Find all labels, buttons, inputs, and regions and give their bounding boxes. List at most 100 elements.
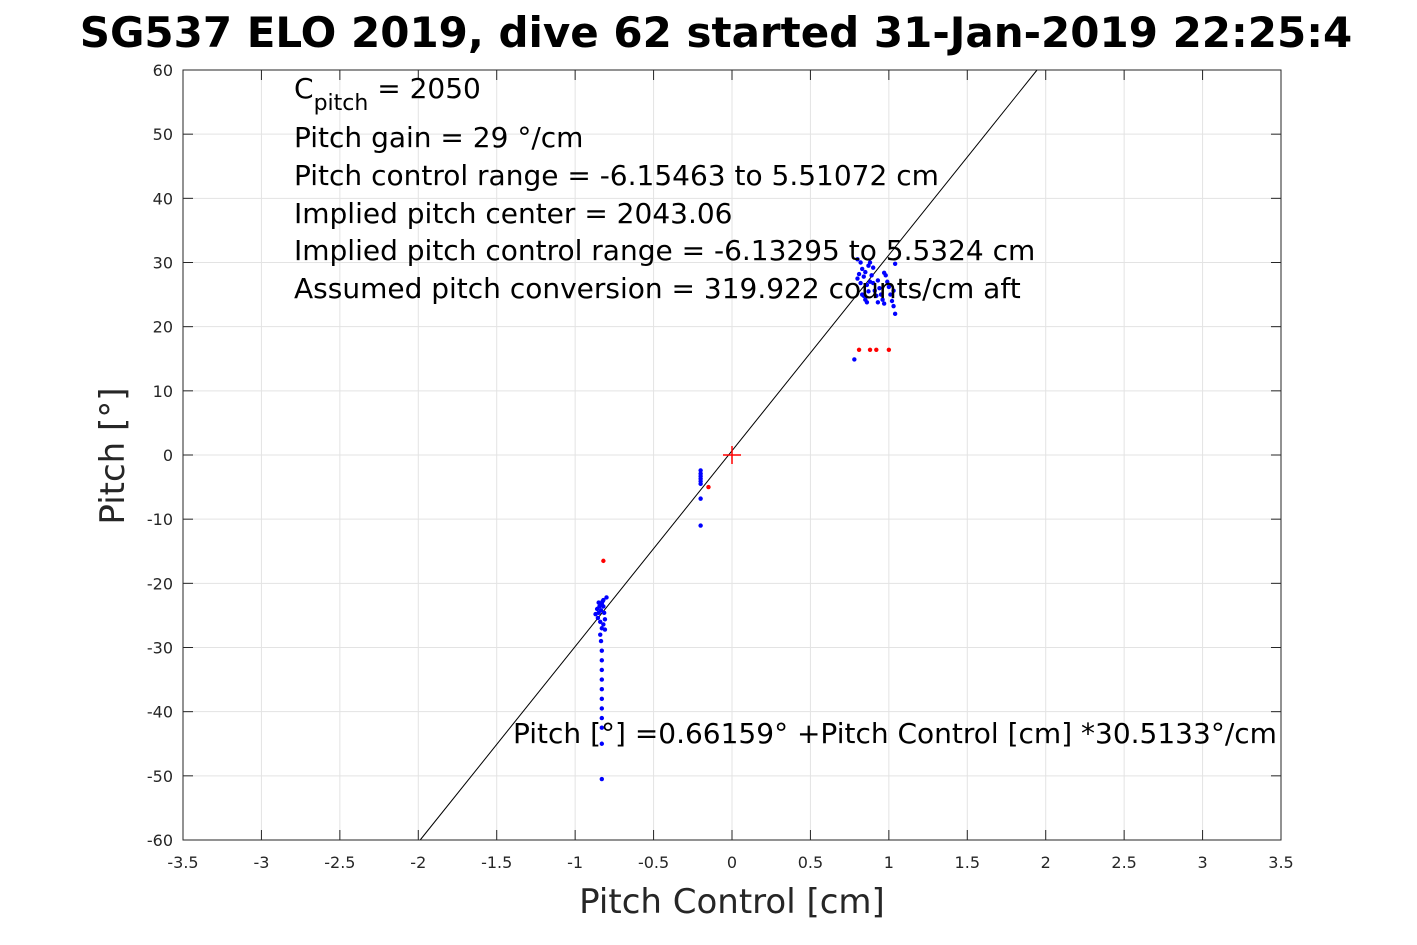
data-point-series-0 [869,273,874,278]
x-tick-labels: -3.5 -3 -2.5 -2 -1.5 -1 -0.5 0 0.5 1 1.5 2 2.5 3 3.5 [167,853,1293,872]
data-point-series-1 [867,347,873,352]
data-point-series-0 [861,274,866,279]
data-point-series-0 [601,597,606,603]
data-point-series-0 [878,292,884,297]
y-tick-label: -60 [147,831,173,850]
data-point-series-0 [599,741,605,746]
data-point-series-0 [599,706,605,711]
data-point-series-0 [875,300,881,305]
data-point-series-0 [599,658,605,663]
data-point-series-0 [877,285,882,291]
data-points [593,257,898,782]
data-point-series-1 [601,558,606,564]
data-point-series-0 [598,638,604,644]
data-point-series-0 [858,280,863,286]
x-tick-label: -0.5 [638,853,669,872]
data-point-series-0 [875,278,881,283]
data-point-series-0 [599,677,605,682]
data-point-series-0 [602,627,608,632]
data-point-series-0 [698,468,703,473]
data-point-series-0 [863,269,868,275]
data-point-series-1 [856,347,862,352]
data-point-series-0 [698,523,703,528]
data-point-series-0 [598,608,604,613]
y-axis-label: Pitch [°] [93,387,133,524]
plot-frame [182,69,1282,841]
annotation-c-pitch-value: = 2050 [368,72,481,105]
x-tick-label: -3.5 [167,853,198,872]
data-point-series-0 [601,622,606,627]
x-tick-label: 2.5 [1111,853,1136,872]
data-point-series-0 [855,276,860,281]
y-tick-labels: -60 -50 -40 -30 -20 -10 0 10 20 30 40 50 60 [147,61,173,850]
data-point-series-0 [891,288,896,293]
x-tick-label: 0 [727,853,737,872]
annotation-pitch-gain: Pitch gain = 29 °/cm [294,121,583,154]
x-tick-label: -2.5 [324,853,355,872]
x-tick-label: 3.5 [1268,853,1293,872]
data-point-series-0 [698,481,703,487]
y-tick-label: -50 [147,767,173,786]
x-tick-label: 1.5 [955,853,980,872]
data-point-series-0 [855,257,860,262]
data-point-series-0 [852,357,857,362]
data-point-series-0 [874,293,879,299]
annotation-implied-center: Implied pitch center = 2043.06 [294,197,732,230]
y-tick-label: 30 [153,254,173,273]
y-tick-label: 40 [153,189,173,208]
data-point-series-0 [892,311,898,317]
data-point-series-0 [889,298,895,304]
data-point-series-0 [599,776,605,782]
y-tick-label: -20 [147,574,173,593]
data-point-series-0 [593,611,598,617]
chart-title: SG537 ELO 2019, dive 62 started 31-Jan-2… [80,8,1353,57]
data-point-series-0 [859,266,865,272]
y-tick-label: 10 [153,382,173,401]
data-point-series-0 [861,293,866,299]
data-point-series-1 [874,347,879,352]
data-point-series-0 [601,610,607,616]
y-tick-label: 60 [153,61,173,80]
x-tick-label: 3 [1197,853,1207,872]
data-point-series-0 [599,715,605,721]
x-tick-label: -3 [253,853,269,872]
data-point-series-0 [881,270,887,275]
y-tick-label: -30 [147,639,173,658]
data-point-series-0 [599,687,605,692]
data-point-series-0 [599,725,605,730]
axis-ticks [182,69,1282,841]
annotation-assumed-conversion: Assumed pitch conversion = 319.922 count… [294,272,1021,305]
data-point-series-0 [601,604,606,609]
data-point-series-0 [599,696,605,702]
data-point-series-0 [598,619,603,625]
data-point-series-0 [598,632,603,637]
y-tick-label: 50 [153,125,173,144]
x-tick-label: 1 [884,853,894,872]
data-point-series-1 [706,484,711,490]
annotation-c-pitch-subscript: pitch [314,91,369,116]
data-point-series-0 [881,301,887,306]
data-point-series-1 [886,347,892,352]
data-point-series-0 [880,297,885,302]
data-point-series-0 [867,260,873,265]
y-tick-label: -10 [147,510,173,529]
center-marker [723,446,741,464]
x-tick-label: -1 [567,853,583,872]
annotation-pitch-control-range: Pitch control range = -6.15463 to 5.5107… [294,159,939,192]
data-point-series-0 [870,265,876,270]
data-point-series-0 [858,260,863,265]
data-point-series-0 [872,288,877,293]
data-point-series-0 [602,617,608,622]
data-point-series-0 [885,279,890,284]
annotation-c-pitch: Cpitch = 2050 [294,72,481,116]
y-tick-label: 0 [163,446,173,465]
data-point-series-0 [886,284,892,290]
data-point-series-0 [856,271,862,277]
x-tick-label: -1.5 [481,853,512,872]
data-point-series-0 [595,615,601,621]
data-point-series-0 [604,595,609,600]
x-tick-label: 2 [1041,853,1051,872]
x-tick-label: -2 [410,853,426,872]
data-point-series-0 [892,261,898,266]
